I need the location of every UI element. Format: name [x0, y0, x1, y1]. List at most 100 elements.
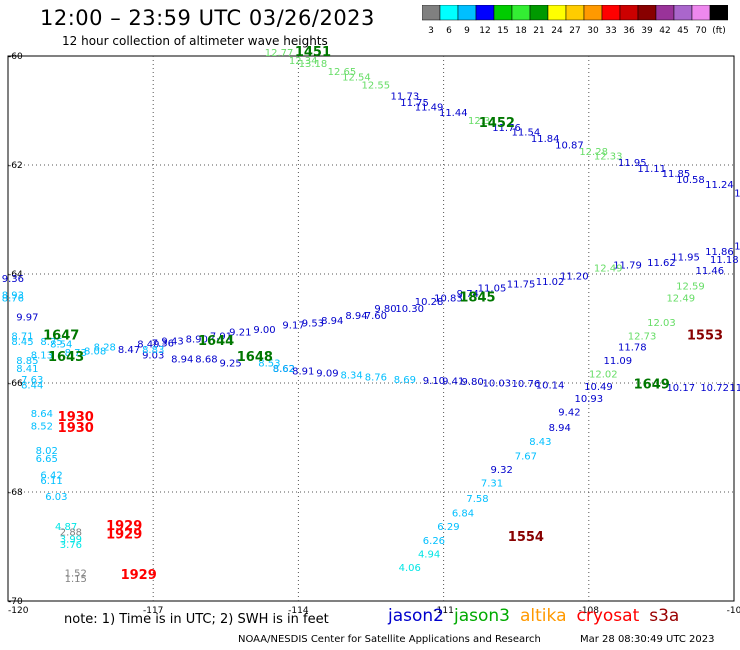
wave-height-value: 8.90: [186, 335, 208, 346]
wave-height-value: 9.53: [302, 318, 324, 329]
colorbar-swatch: [709, 5, 728, 21]
wave-height-value: 8.62: [273, 364, 295, 375]
wave-height-value: 8.83: [142, 345, 164, 356]
wave-height-value: 11.44: [439, 108, 468, 119]
wave-height-value: 8.93: [2, 291, 24, 302]
wave-height-value: 11.46: [695, 266, 724, 277]
wave-height-value: 8.02: [36, 446, 58, 457]
pass-time-label: 1451: [295, 45, 331, 60]
wave-height-value: 8.62: [273, 364, 295, 375]
wave-height-value: 8.85: [16, 356, 38, 367]
colorbar-tick-label: 27: [569, 26, 580, 36]
longitude-tick-label: -120: [8, 606, 29, 616]
wave-height-value: 11.02: [536, 277, 565, 288]
wave-height-value: 11.75: [400, 98, 429, 109]
latitude-tick-label: -68: [8, 488, 23, 498]
latitude-tick-label: -60: [8, 52, 23, 62]
timestamp-text: Mar 28 08:30:49 UTC 2023: [580, 634, 715, 645]
wave-height-value: 8.76: [365, 372, 387, 383]
wave-height-value: 6.11: [40, 476, 62, 487]
pass-time-label: 1647: [43, 328, 79, 343]
wave-height-value: 8.53: [258, 359, 280, 370]
longitude-tick-label: -111: [433, 606, 453, 616]
wave-height-value: 6.42: [40, 470, 62, 481]
wave-height-value: 9.74: [457, 289, 479, 300]
wave-height-value: 8.75: [40, 337, 62, 348]
wave-height-value: 6.29: [437, 522, 459, 533]
wave-height-value: 11.19: [729, 383, 740, 394]
wave-height-value: 7.60: [365, 311, 387, 322]
legend-entry-altika: altika: [520, 606, 567, 626]
wave-height-value: 9.00: [253, 325, 275, 336]
colorbar-tick-label: 15: [497, 26, 508, 36]
wave-height-value: 12.03: [647, 318, 676, 329]
wave-height-value: 12.49: [666, 293, 695, 304]
wave-height-value: 12.77: [265, 48, 294, 59]
wave-height-value: 11.62: [647, 258, 676, 269]
wave-height-value: 8.47: [118, 345, 140, 356]
latitude-tick-label: -62: [8, 161, 23, 171]
legend-entry-jason3: jason3: [454, 606, 510, 626]
wave-height-value: 11.49: [415, 103, 444, 114]
wave-height-value: 8.44: [21, 380, 43, 391]
latitude-tick-label: -64: [8, 270, 23, 280]
wave-height-value: 6.03: [45, 492, 67, 503]
wave-height-value: 11.05: [478, 283, 507, 294]
wave-height-value: 9.10: [423, 376, 445, 387]
longitude-tick-label: -108: [579, 606, 600, 616]
wave-height-value: 7.67: [515, 451, 537, 462]
wave-height-value: 12.65: [328, 67, 357, 78]
wave-height-value: 11.95: [671, 252, 700, 263]
wave-height-value: 11.18: [710, 255, 739, 266]
wave-height-value: 8.52: [31, 421, 53, 432]
wave-height-value: 8.49: [137, 340, 159, 351]
wave-height-value: 8.69: [394, 375, 416, 386]
colorbar-tick-label: 24: [551, 26, 563, 36]
wave-height-value: 11.76: [734, 241, 740, 252]
pass-time-label: 1929: [121, 568, 157, 583]
map-title: 12:00 – 23:59 UTC 03/26/2023: [40, 6, 375, 30]
colorbar-tick-label: 12: [479, 26, 490, 36]
wave-height-value: 9.03: [142, 350, 164, 361]
colorbar-tick-label: 39: [641, 26, 653, 36]
wave-height-value: 11.24: [705, 180, 734, 191]
wave-height-value: 8.94: [171, 354, 193, 365]
wave-height-value: 11.85: [662, 169, 691, 180]
wave-height-value: 10.17: [666, 383, 695, 394]
wave-height-value: 8.73: [65, 348, 87, 359]
pass-time-label: 1643: [48, 350, 84, 365]
wave-height-value: 11.75: [507, 280, 536, 291]
wave-height-colorbar: 3 6 9 12 15 18 21 24 27 30 33 36 39 42 45 70 (ft): [422, 5, 728, 36]
wave-height-value: 9.36: [2, 274, 24, 285]
pass-time-label: 1845: [459, 290, 495, 305]
pass-time-label: 1644: [198, 334, 234, 349]
map-frame: [7, 55, 735, 602]
wave-height-value: 10.87: [555, 141, 584, 152]
wave-height-value: 10.76: [512, 379, 541, 390]
pass-time-label: 1554: [508, 530, 544, 545]
wave-height-value: 10.30: [395, 304, 424, 315]
pass-time-label: 1929: [106, 527, 142, 542]
wave-height-value: 11.11: [637, 164, 666, 175]
legend-entry-s3a: s3a: [649, 606, 680, 626]
wave-height-value: 10.28: [415, 297, 444, 308]
colorbar-tick-label: 33: [605, 26, 616, 36]
wave-height-value: 10.58: [676, 175, 705, 186]
wave-height-value: 6.65: [36, 454, 58, 465]
wave-height-value: 8.94: [345, 311, 367, 322]
wave-height-value: 8.45: [11, 337, 33, 348]
wave-height-value: 8.68: [195, 354, 217, 365]
pass-time-label: 1930: [58, 410, 94, 425]
legend-entry-cryosat: cryosat: [576, 606, 640, 626]
wave-height-value: 11.79: [613, 261, 642, 272]
wave-height-value: 11.78: [618, 342, 647, 353]
satellite-legend: jason2 jason3 altika cryosat s3a: [388, 606, 689, 626]
wave-height-value: 8.28: [94, 342, 116, 353]
wave-height-value: 11.73: [391, 92, 420, 103]
wave-height-value: 10.72: [700, 383, 729, 394]
wave-height-value: 9.25: [220, 359, 242, 370]
wave-height-value: 2.88: [60, 528, 82, 539]
wave-height-value: 8.34: [341, 371, 363, 382]
wave-height-value: 8.76: [2, 293, 24, 304]
